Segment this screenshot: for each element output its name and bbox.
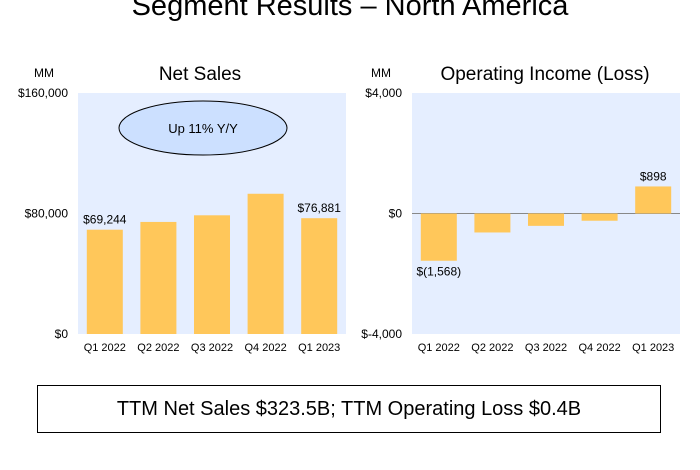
y-tick-label: $80,000 bbox=[25, 207, 69, 221]
y-tick-label: $4,000 bbox=[365, 86, 402, 100]
x-tick-label: Q1 2022 bbox=[84, 342, 126, 354]
net-sales-title: Net Sales bbox=[159, 64, 241, 85]
bar-q4-2022 bbox=[247, 193, 284, 334]
x-tick-label: Q3 2022 bbox=[525, 342, 567, 354]
x-tick-label: Q2 2022 bbox=[137, 342, 179, 354]
ttm-summary-box: TTM Net Sales $323.5B; TTM Operating Los… bbox=[37, 385, 661, 433]
operating-income-data-labels: $(1,568) $898 bbox=[416, 169, 666, 278]
operating-income-unit-label: MM bbox=[371, 66, 391, 80]
net-sales-chart: Net Sales MM $0 $80,000 $160,000 Q1 2022 Q2… bbox=[18, 64, 346, 354]
operating-income-chart: Operating Income (Loss) MM $-4,000 $0 $4,0… bbox=[361, 64, 680, 354]
growth-callout-text: Up 11% Y/Y bbox=[168, 121, 238, 136]
ttm-summary-text: TTM Net Sales $323.5B; TTM Operating Los… bbox=[116, 397, 582, 420]
operating-income-title: Operating Income (Loss) bbox=[440, 64, 649, 85]
net-sales-y-ticks: $0 $80,000 $160,000 bbox=[18, 86, 68, 341]
bar-q4-2022 bbox=[581, 213, 618, 221]
growth-callout-ellipse bbox=[118, 100, 288, 156]
x-tick-label: Q4 2022 bbox=[244, 342, 286, 354]
x-tick-label: Q3 2022 bbox=[191, 342, 233, 354]
y-tick-label: $0 bbox=[55, 327, 69, 341]
net-sales-bars bbox=[86, 193, 338, 334]
bar-q3-2022 bbox=[528, 213, 564, 226]
y-tick-label: $-4,000 bbox=[361, 327, 402, 341]
net-sales-data-labels: $69,244 $76,881 bbox=[83, 201, 341, 227]
bar-q2-2022 bbox=[140, 221, 177, 334]
data-label: $898 bbox=[640, 169, 667, 183]
data-label: $76,881 bbox=[298, 201, 342, 215]
y-tick-label: $160,000 bbox=[18, 86, 68, 100]
net-sales-unit-label: MM bbox=[34, 66, 54, 80]
bar-q1-2022 bbox=[86, 229, 123, 334]
net-sales-x-ticks: Q1 2022 Q2 2022 Q3 2022 Q4 2022 Q1 2023 bbox=[84, 342, 341, 354]
data-label: $69,244 bbox=[83, 213, 127, 227]
operating-income-bars bbox=[420, 186, 672, 261]
x-tick-label: Q2 2022 bbox=[471, 342, 513, 354]
page-title: Segment Results – North America bbox=[131, 0, 569, 22]
operating-income-y-ticks: $-4,000 $0 $4,000 bbox=[361, 86, 402, 341]
bar-q2-2022 bbox=[474, 213, 511, 233]
y-tick-label: $0 bbox=[389, 207, 403, 221]
bar-q1-2023 bbox=[635, 186, 672, 214]
bar-q1-2023 bbox=[301, 218, 338, 334]
bar-q3-2022 bbox=[194, 215, 230, 334]
x-tick-label: Q1 2023 bbox=[632, 342, 674, 354]
operating-income-x-ticks: Q1 2022 Q2 2022 Q3 2022 Q4 2022 Q1 2023 bbox=[418, 342, 675, 354]
x-tick-label: Q1 2022 bbox=[418, 342, 460, 354]
bar-q1-2022 bbox=[420, 213, 457, 261]
x-tick-label: Q4 2022 bbox=[578, 342, 620, 354]
x-tick-label: Q1 2023 bbox=[298, 342, 340, 354]
data-label: $(1,568) bbox=[416, 265, 461, 279]
